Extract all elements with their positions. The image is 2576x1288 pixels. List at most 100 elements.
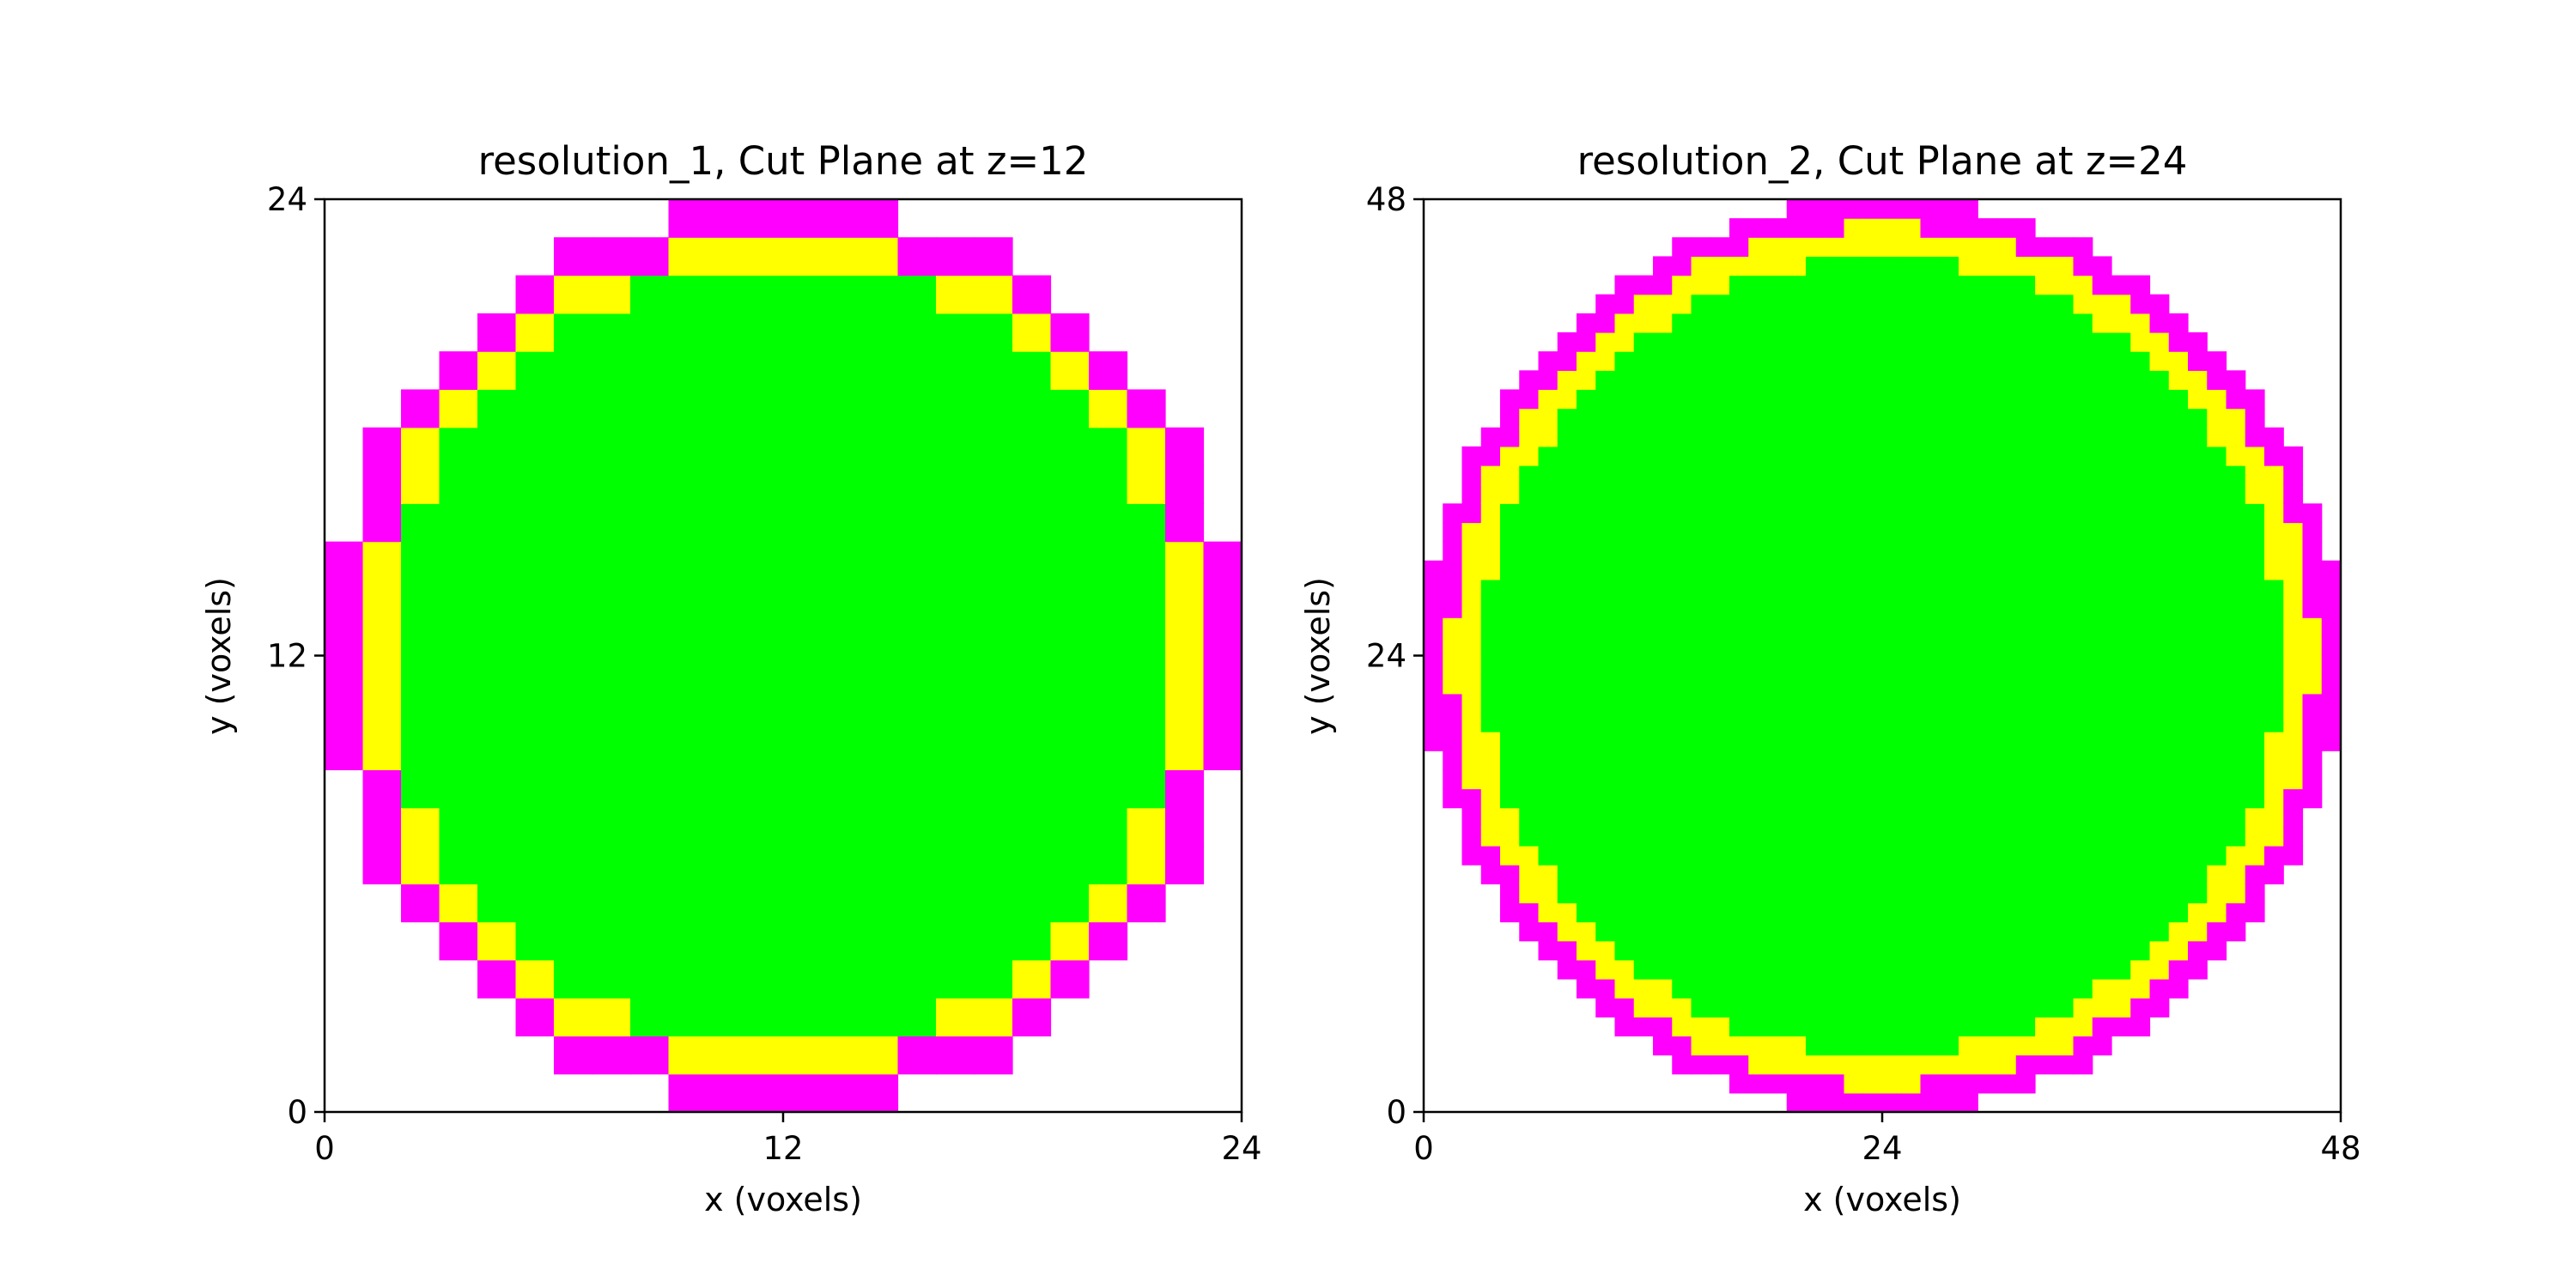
voxel-cell (1901, 959, 1922, 980)
voxel-cell (1461, 693, 1482, 714)
voxel-cell (1710, 237, 1730, 258)
voxel-cell (1882, 788, 1902, 809)
voxel-cell (1461, 522, 1482, 543)
voxel-cell (2168, 921, 2189, 942)
voxel-cell (2168, 503, 2189, 524)
voxel-cell (821, 769, 860, 809)
voxel-cell (1748, 237, 1769, 258)
voxel-cell (1939, 256, 1959, 276)
voxel-cell (1825, 503, 1845, 524)
voxel-cell (1633, 560, 1654, 580)
voxel-cell (1480, 865, 1501, 884)
voxel-cell (1672, 921, 1692, 942)
voxel-cell (2092, 389, 2112, 410)
voxel-cell (1901, 199, 1922, 219)
voxel-cell (592, 1036, 631, 1075)
voxel-cell (1996, 579, 2017, 599)
voxel-cell (1748, 732, 1769, 751)
voxel-cell (1825, 275, 1845, 295)
voxel-cell (1538, 884, 1558, 903)
x-tick-label: 24 (1221, 1130, 1261, 1167)
voxel-cell (1672, 389, 1692, 410)
voxel-cell (1862, 598, 1883, 618)
voxel-cell (1710, 1054, 1730, 1075)
voxel-cell (1653, 998, 1673, 1018)
voxel-cell (2302, 598, 2323, 618)
voxel-cell (1806, 465, 1826, 485)
voxel-cell (1901, 560, 1922, 580)
voxel-cell (1748, 788, 1769, 809)
voxel-cell (1012, 998, 1052, 1037)
voxel-cell (1959, 370, 1978, 391)
voxel-cell (1127, 541, 1166, 580)
voxel-cell (1443, 522, 1463, 543)
voxel-cell (1862, 845, 1883, 866)
voxel-cell (1825, 998, 1845, 1018)
voxel-cell (2054, 959, 2075, 980)
voxel-cell (2092, 959, 2112, 980)
voxel-cell (2130, 617, 2151, 637)
voxel-cell (2035, 294, 2055, 314)
voxel-cell (1595, 807, 1616, 828)
voxel-cell (744, 199, 784, 238)
voxel-cell (744, 503, 784, 543)
voxel-cell (1538, 807, 1558, 828)
voxel-cell (2015, 237, 2036, 258)
voxel-cell (707, 921, 746, 961)
voxel-cell (2168, 465, 2189, 485)
voxel-cell (1882, 617, 1902, 637)
voxel-cell (707, 503, 746, 543)
voxel-cell (1786, 598, 1807, 618)
voxel-cell (1844, 560, 1864, 580)
voxel-cell (1710, 617, 1730, 637)
voxel-cell (554, 693, 593, 732)
voxel-cell (1901, 484, 1922, 504)
voxel-cell (1996, 465, 2017, 485)
voxel-cell (1165, 579, 1205, 618)
voxel-cell (1672, 427, 1692, 447)
voxel-cell (1653, 902, 1673, 923)
voxel-cell (2207, 750, 2227, 770)
voxel-cell (439, 732, 478, 770)
voxel-cell (1996, 978, 2017, 999)
voxel-cell (1519, 636, 1540, 657)
voxel-cell (1825, 256, 1845, 276)
voxel-cell (707, 389, 746, 428)
voxel-cell (2035, 978, 2055, 999)
voxel-cell (2245, 807, 2265, 828)
voxel-cell (2111, 503, 2131, 524)
voxel-cell (1729, 541, 1749, 562)
voxel-cell (1710, 940, 1730, 961)
voxel-cell (936, 389, 975, 428)
voxel-cell (1500, 503, 1520, 524)
voxel-cell (1767, 617, 1788, 637)
voxel-cell (1672, 884, 1692, 903)
voxel-cell (1825, 332, 1845, 352)
voxel-cell (1786, 370, 1807, 391)
voxel-cell (1882, 940, 1902, 961)
voxel-cell (1577, 351, 1596, 371)
voxel-cell (1633, 884, 1654, 903)
voxel-cell (860, 1073, 899, 1113)
voxel-cell (1978, 1073, 1998, 1094)
voxel-cell (1806, 845, 1826, 866)
voxel-cell (2015, 332, 2036, 352)
voxel-cell (1767, 256, 1788, 276)
voxel-cell (1691, 275, 1711, 295)
voxel-cell (1844, 313, 1864, 333)
voxel-cell (1672, 712, 1692, 732)
voxel-cell (1996, 674, 2017, 695)
voxel-cell (477, 351, 517, 391)
voxel-cell (1786, 978, 1807, 999)
voxel-cell (1786, 617, 1807, 637)
voxel-cell (2226, 693, 2246, 714)
voxel-cell (1996, 598, 2017, 618)
voxel-cell (2302, 617, 2323, 637)
voxel-cell (2283, 560, 2304, 580)
voxel-cell (1825, 1017, 1845, 1037)
voxel-cell (1729, 807, 1749, 828)
voxel-cell (1862, 978, 1883, 999)
voxel-cell (1633, 998, 1654, 1018)
voxel-cell (1920, 427, 1941, 447)
voxel-cell (974, 275, 1013, 314)
